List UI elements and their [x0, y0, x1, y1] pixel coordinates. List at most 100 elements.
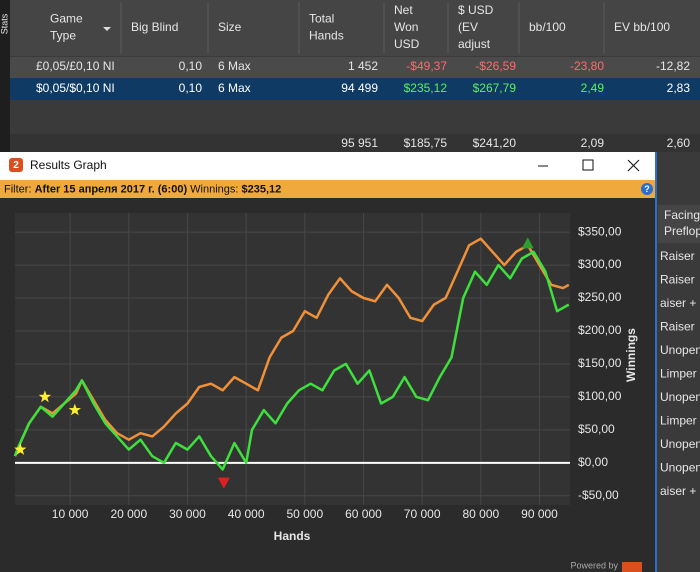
side-panel-header: Facing: [664, 208, 700, 222]
marker: [38, 390, 52, 403]
column-header[interactable]: EV bb/100: [614, 20, 670, 34]
column-header[interactable]: (EV: [458, 20, 478, 34]
side-panel-item[interactable]: Raiser: [660, 273, 695, 287]
filter-bar: [0, 180, 656, 198]
total-cell: 95 951: [341, 136, 378, 150]
total-cell: $185,75: [404, 136, 448, 150]
x-tick-label: 70 000: [404, 507, 441, 521]
side-panel-item[interactable]: Unopene: [660, 390, 700, 404]
series-line: [13, 237, 570, 457]
marker: [217, 477, 230, 489]
column-header[interactable]: Net: [394, 3, 413, 17]
column-header[interactable]: bb/100: [529, 20, 566, 34]
total-cell: $241,20: [473, 136, 517, 150]
marker: [14, 443, 27, 455]
side-panel-item[interactable]: Unopene: [660, 437, 700, 451]
maximize-button[interactable]: [582, 159, 594, 171]
side-tab-label: Stats: [0, 13, 9, 34]
side-panel-item[interactable]: Raiser: [660, 320, 695, 334]
plot-area: [15, 213, 570, 505]
y-tick-label: -$50,00: [578, 488, 619, 502]
y-tick-label: $100,00: [578, 389, 622, 403]
column-header[interactable]: Game: [50, 12, 83, 26]
side-panel-header: Preflop: [664, 224, 700, 238]
y-tick-label: $300,00: [578, 257, 622, 271]
table-cell: -23,80: [570, 59, 604, 73]
column-header[interactable]: Type: [50, 29, 76, 43]
x-tick-label: 20 000: [110, 507, 147, 521]
y-axis-label: Winnings: [624, 328, 638, 382]
app-icon-glyph: 2: [13, 160, 19, 171]
window-title: Results Graph: [30, 158, 107, 172]
table-cell: 2,83: [667, 81, 691, 95]
table-header: [10, 0, 700, 56]
side-panel-item[interactable]: Limper: [660, 367, 697, 381]
y-tick-label: $350,00: [578, 224, 622, 238]
side-panel-item[interactable]: aiser + C: [660, 484, 700, 498]
table-cell: -12,82: [656, 59, 690, 73]
table-cell: $235,12: [404, 81, 448, 95]
y-tick-label: $250,00: [578, 290, 622, 304]
close-button[interactable]: [627, 159, 640, 172]
table-cell: 1 452: [348, 59, 378, 73]
table-row[interactable]: [10, 57, 700, 78]
x-tick-label: 10 000: [52, 507, 89, 521]
side-tab[interactable]: [0, 0, 10, 152]
side-panel-item[interactable]: aiser + C: [660, 296, 700, 310]
table-cell: -$26,59: [475, 59, 516, 73]
table-row-selected[interactable]: [10, 78, 700, 100]
x-tick-label: 90 000: [521, 507, 558, 521]
total-cell: 2,60: [667, 136, 691, 150]
table-cell: -$49,37: [406, 59, 447, 73]
winnings-value: $235,12: [242, 183, 282, 195]
table-cell: 2,49: [581, 81, 605, 95]
x-axis-label: Hands: [274, 529, 311, 543]
table-cell: 0,10: [179, 59, 203, 73]
totals-row: [10, 134, 700, 152]
column-header[interactable]: Size: [218, 20, 242, 34]
marker: [68, 403, 81, 416]
table-cell: 6 Max: [218, 81, 251, 95]
column-header[interactable]: USD: [394, 37, 420, 51]
dropdown-arrow[interactable]: [103, 27, 111, 31]
column-header[interactable]: Hands: [309, 29, 344, 43]
column-header[interactable]: Won: [394, 20, 418, 34]
x-tick-label: 40 000: [228, 507, 265, 521]
table-cell: $267,79: [473, 81, 517, 95]
side-panel-header: [658, 205, 700, 243]
series-line: [13, 250, 570, 471]
table-cell: 6 Max: [218, 59, 251, 73]
total-cell: 2,09: [581, 136, 605, 150]
x-tick-label: 80 000: [462, 507, 499, 521]
powered-by: Powered by: [570, 560, 618, 570]
filter-value: After 15 апреля 2017 г. (6:00): [35, 183, 188, 195]
help-button[interactable]: [641, 183, 653, 195]
brand-logo: [622, 562, 642, 572]
filter-label: Filter:: [4, 183, 32, 195]
marker: [521, 237, 534, 249]
filter-text: Filter: After 15 апреля 2017 г. (6:00) W…: [4, 183, 281, 195]
help-glyph: ?: [644, 184, 650, 194]
column-header[interactable]: adjust: [458, 37, 491, 51]
table-cell: $0,05/$0,10 NI: [36, 81, 115, 95]
side-panel-item[interactable]: Limper: [660, 414, 697, 428]
side-panel-item[interactable]: Unopene: [660, 461, 700, 475]
y-tick-label: $50,00: [578, 422, 615, 436]
y-tick-label: $0,00: [578, 455, 608, 469]
x-tick-label: 60 000: [345, 507, 382, 521]
side-panel-item[interactable]: Unopene: [660, 343, 700, 357]
table-cell: 0,10: [179, 81, 203, 95]
column-header[interactable]: Big Blind: [131, 20, 178, 34]
side-panel-item[interactable]: Raiser: [660, 249, 695, 263]
column-header[interactable]: $ USD: [458, 3, 494, 17]
x-tick-label: 50 000: [286, 507, 323, 521]
x-tick-label: 30 000: [169, 507, 206, 521]
column-header[interactable]: Total: [309, 12, 334, 26]
y-tick-label: $150,00: [578, 356, 622, 370]
winnings-label: Winnings:: [190, 183, 238, 195]
app-icon: [9, 158, 23, 172]
table-cell: £0,05/£0,10 NI: [36, 59, 115, 73]
y-tick-label: $200,00: [578, 323, 622, 337]
table-cell: 94 499: [341, 81, 378, 95]
